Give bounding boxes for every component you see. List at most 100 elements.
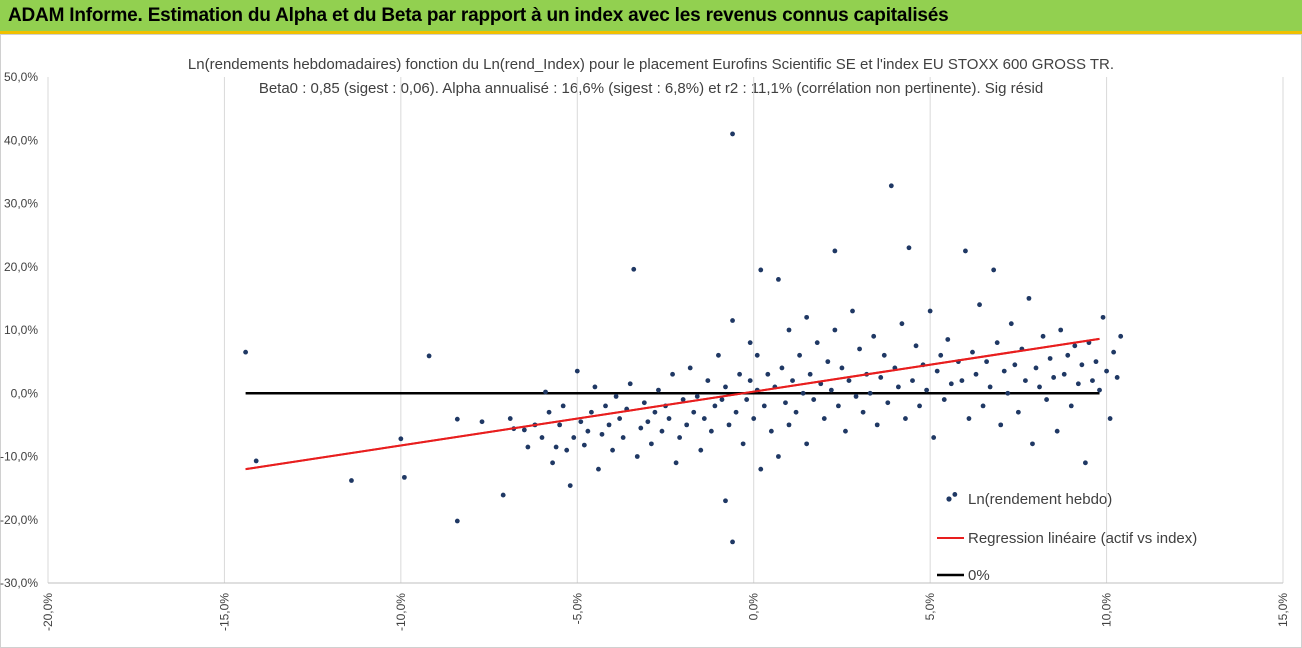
data-point [1026, 295, 1032, 301]
data-point [253, 458, 259, 464]
y-tick-label: -30,0% [0, 576, 38, 590]
data-point [1047, 356, 1053, 361]
data-point [871, 333, 877, 339]
data-point [747, 340, 753, 346]
regression-line-overlay [245, 337, 1100, 471]
y-tick-label: 40,0% [4, 133, 38, 147]
data-point [881, 352, 887, 358]
data-point [1030, 441, 1035, 447]
data-point [913, 343, 919, 349]
data-point [641, 400, 647, 406]
data-point [966, 416, 972, 421]
data-point [740, 441, 746, 447]
data-point [945, 337, 951, 342]
data-point [984, 359, 989, 365]
data-point [670, 371, 675, 377]
data-point [553, 444, 559, 450]
data-point [994, 340, 1000, 346]
data-point [479, 419, 485, 425]
data-point [948, 381, 954, 387]
legend-label: Ln(rendement hebdo) [968, 491, 1112, 508]
x-tick-label: 0,0% [747, 593, 761, 621]
data-point [970, 349, 975, 355]
data-point [793, 409, 799, 415]
data-point [680, 397, 686, 402]
data-point [546, 409, 552, 415]
legend-label: Regression linéaire (actif vs index) [968, 530, 1197, 547]
data-point [730, 131, 735, 137]
data-point [1075, 381, 1081, 387]
data-point [1097, 387, 1102, 393]
data-point [631, 266, 637, 272]
chart-subtitle: Beta0 : 0,85 (sigest : 0,06). Alpha annu… [258, 80, 1044, 97]
data-point [811, 397, 817, 402]
data-point [991, 267, 997, 273]
data-point [1068, 403, 1074, 409]
data-point [708, 428, 714, 434]
data-point [723, 498, 728, 504]
data-point [574, 368, 580, 374]
data-point [603, 403, 608, 409]
data-point [814, 340, 820, 346]
data-point [398, 436, 404, 442]
data-point [917, 403, 922, 409]
data-point [867, 390, 873, 396]
y-tick-label: -20,0% [0, 513, 38, 527]
data-point [645, 419, 651, 425]
x-tick-label: -15,0% [217, 593, 231, 631]
data-point [874, 422, 880, 428]
data-point [500, 492, 506, 498]
data-point [687, 365, 693, 371]
data-point [726, 422, 732, 428]
data-point [751, 416, 757, 421]
y-tick-label: 50,0% [4, 70, 38, 84]
data-point [786, 327, 792, 333]
data-point [744, 397, 750, 402]
data-point [836, 403, 841, 409]
data-point [765, 371, 771, 377]
data-point [610, 447, 615, 453]
data-point [1090, 378, 1095, 383]
data-point [673, 460, 679, 466]
data-point [768, 428, 774, 434]
data-point [987, 384, 993, 390]
data-point [543, 389, 548, 395]
report-header: ADAM Informe. Estimation du Alpha et du … [0, 0, 1302, 34]
data-point [800, 390, 806, 396]
data-point [1114, 375, 1120, 380]
data-point [656, 387, 661, 393]
data-point [1107, 416, 1113, 421]
data-point [878, 375, 884, 380]
data-point [825, 359, 831, 365]
data-point [779, 365, 785, 371]
data-point [1100, 314, 1106, 320]
data-point [620, 435, 626, 440]
data-point [737, 371, 742, 377]
data-point [860, 409, 866, 415]
data-point [977, 302, 982, 308]
data-point [888, 183, 894, 189]
data-point [1023, 378, 1028, 383]
data-point [578, 419, 584, 425]
data-point [539, 435, 545, 440]
data-point [1037, 384, 1042, 390]
data-point [804, 441, 810, 447]
data-point [564, 447, 570, 453]
data-point [454, 518, 460, 524]
data-point [638, 425, 644, 431]
data-point [839, 365, 845, 371]
data-point [723, 384, 728, 390]
data-point [1065, 352, 1071, 358]
data-point [776, 277, 781, 282]
data-point [924, 387, 930, 393]
data-point [507, 416, 513, 421]
data-point [730, 318, 735, 323]
chart-title: Ln(rendements hebdomadaires) fonction du… [187, 56, 1115, 73]
data-point [589, 409, 594, 415]
data-point [596, 466, 601, 472]
data-point [804, 314, 810, 320]
data-point [850, 308, 855, 314]
data-point [906, 245, 912, 251]
data-point [776, 454, 781, 459]
data-point [716, 352, 721, 358]
